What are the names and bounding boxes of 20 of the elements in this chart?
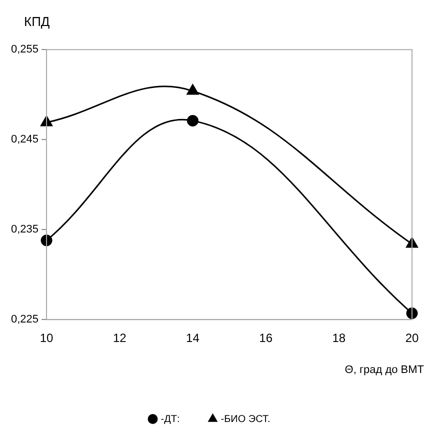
x-tick-label: 18 (332, 331, 346, 346)
y-axis-title: КПД (24, 14, 50, 29)
y-tick-label: 0,245 (10, 134, 39, 146)
point (406, 308, 418, 320)
point (40, 116, 52, 126)
x-tick-label: 16 (259, 331, 273, 346)
legend-label: -БИО ЭСТ. (220, 414, 270, 425)
x-tick-label: 14 (186, 331, 200, 346)
point (186, 84, 199, 95)
point (186, 114, 198, 126)
point (40, 234, 52, 246)
x-tick-label: 12 (112, 331, 127, 346)
y-tick-label: 0,225 (10, 314, 39, 326)
legend-label: -ДТ: (160, 414, 180, 425)
y-tick-label: 0,235 (10, 224, 39, 236)
point (406, 237, 418, 248)
y-tick-label: 0,255 (10, 44, 39, 56)
x-tick-label: 20 (405, 331, 419, 346)
x-axis-title: Θ, град до ВМТ (344, 364, 424, 376)
x-tick-label: 10 (40, 331, 54, 346)
